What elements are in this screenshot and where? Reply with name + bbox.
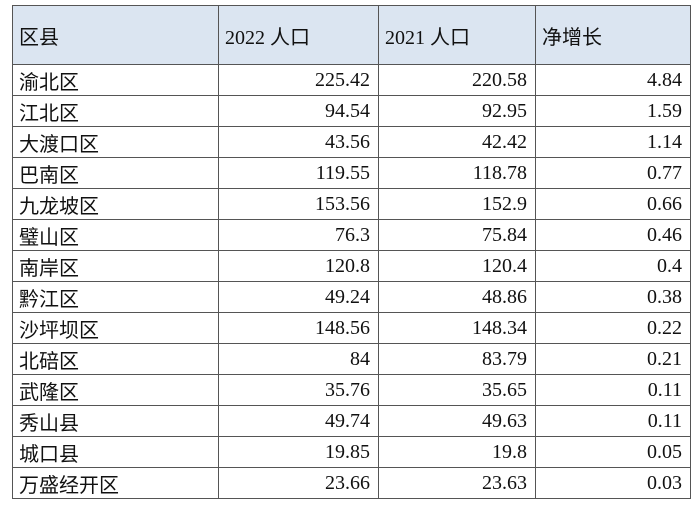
number-cell: 19.85 xyxy=(218,436,379,468)
table-row: 南岸区 120.8 120.4 0.4 xyxy=(12,250,691,282)
number-cell: 4.84 xyxy=(535,64,691,96)
district-cell: 万盛经开区 xyxy=(12,467,219,499)
number-cell: 120.4 xyxy=(378,250,536,282)
population-table: 区县 2022 人口 2021 人口 净增长 渝北区 225.42 220.58 4.84 江… xyxy=(12,5,691,499)
number-cell: 1.14 xyxy=(535,126,691,158)
number-cell: 48.86 xyxy=(378,281,536,313)
district-cell: 秀山县 xyxy=(12,405,219,437)
number-cell: 75.84 xyxy=(378,219,536,251)
number-cell: 23.63 xyxy=(378,467,536,499)
number-cell: 42.42 xyxy=(378,126,536,158)
number-cell: 0.46 xyxy=(535,219,691,251)
table-row: 璧山区 76.3 75.84 0.46 xyxy=(12,219,691,251)
table-row: 北碚区 84 83.79 0.21 xyxy=(12,343,691,375)
district-cell: 渝北区 xyxy=(12,64,219,96)
district-cell: 巴南区 xyxy=(12,157,219,189)
district-cell: 南岸区 xyxy=(12,250,219,282)
number-cell: 0.38 xyxy=(535,281,691,313)
number-cell: 35.76 xyxy=(218,374,379,406)
number-cell: 92.95 xyxy=(378,95,536,127)
header-cell: 2021 人口 xyxy=(378,5,536,65)
number-cell: 23.66 xyxy=(218,467,379,499)
district-cell: 大渡口区 xyxy=(12,126,219,158)
number-cell: 43.56 xyxy=(218,126,379,158)
table-row: 九龙坡区 153.56 152.9 0.66 xyxy=(12,188,691,220)
number-cell: 1.59 xyxy=(535,95,691,127)
number-cell: 225.42 xyxy=(218,64,379,96)
district-cell: 武隆区 xyxy=(12,374,219,406)
number-cell: 49.63 xyxy=(378,405,536,437)
header-row: 区县 2022 人口 2021 人口 净增长 xyxy=(12,5,691,65)
number-cell: 19.8 xyxy=(378,436,536,468)
table-row: 万盛经开区 23.66 23.63 0.03 xyxy=(12,467,691,499)
table-row: 黔江区 49.24 48.86 0.38 xyxy=(12,281,691,313)
number-cell: 152.9 xyxy=(378,188,536,220)
number-cell: 49.24 xyxy=(218,281,379,313)
number-cell: 118.78 xyxy=(378,157,536,189)
number-cell: 84 xyxy=(218,343,379,375)
number-cell: 94.54 xyxy=(218,95,379,127)
header-cell: 区县 xyxy=(12,5,219,65)
number-cell: 0.77 xyxy=(535,157,691,189)
number-cell: 0.03 xyxy=(535,467,691,499)
header-cell: 2022 人口 xyxy=(218,5,379,65)
table-row: 武隆区 35.76 35.65 0.11 xyxy=(12,374,691,406)
number-cell: 0.21 xyxy=(535,343,691,375)
number-cell: 153.56 xyxy=(218,188,379,220)
table-row: 大渡口区 43.56 42.42 1.14 xyxy=(12,126,691,158)
number-cell: 35.65 xyxy=(378,374,536,406)
number-cell: 220.58 xyxy=(378,64,536,96)
district-cell: 沙坪坝区 xyxy=(12,312,219,344)
district-cell: 江北区 xyxy=(12,95,219,127)
district-cell: 璧山区 xyxy=(12,219,219,251)
table-row: 城口县 19.85 19.8 0.05 xyxy=(12,436,691,468)
number-cell: 83.79 xyxy=(378,343,536,375)
table-row: 秀山县 49.74 49.63 0.11 xyxy=(12,405,691,437)
table-row: 渝北区 225.42 220.58 4.84 xyxy=(12,64,691,96)
district-cell: 城口县 xyxy=(12,436,219,468)
number-cell: 0.11 xyxy=(535,374,691,406)
district-cell: 黔江区 xyxy=(12,281,219,313)
number-cell: 76.3 xyxy=(218,219,379,251)
number-cell: 0.4 xyxy=(535,250,691,282)
table-row: 巴南区 119.55 118.78 0.77 xyxy=(12,157,691,189)
table-row: 江北区 94.54 92.95 1.59 xyxy=(12,95,691,127)
number-cell: 49.74 xyxy=(218,405,379,437)
number-cell: 120.8 xyxy=(218,250,379,282)
number-cell: 0.66 xyxy=(535,188,691,220)
number-cell: 148.56 xyxy=(218,312,379,344)
number-cell: 0.11 xyxy=(535,405,691,437)
number-cell: 0.05 xyxy=(535,436,691,468)
district-cell: 九龙坡区 xyxy=(12,188,219,220)
number-cell: 0.22 xyxy=(535,312,691,344)
district-cell: 北碚区 xyxy=(12,343,219,375)
table-row: 沙坪坝区 148.56 148.34 0.22 xyxy=(12,312,691,344)
header-cell: 净增长 xyxy=(535,5,691,65)
number-cell: 148.34 xyxy=(378,312,536,344)
number-cell: 119.55 xyxy=(218,157,379,189)
